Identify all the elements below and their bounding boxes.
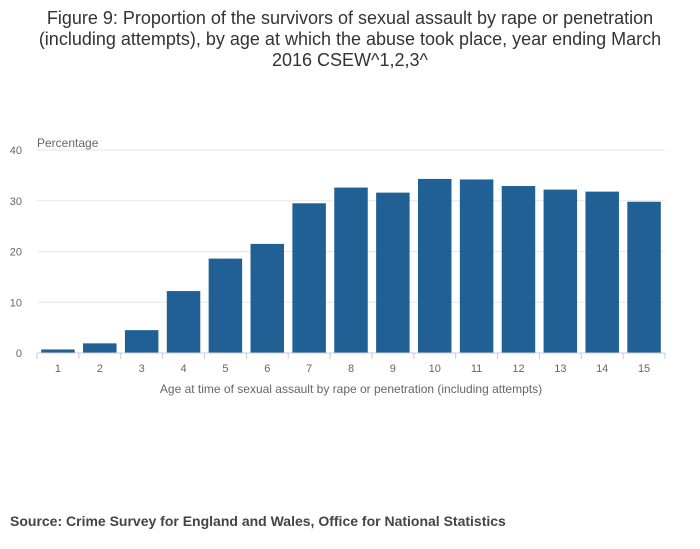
x-tick-label: 15 [638, 363, 650, 375]
x-tick-label: 13 [554, 363, 566, 375]
bar [501, 186, 536, 353]
y-tick-label: 30 [10, 196, 22, 208]
x-tick-label: 3 [139, 363, 145, 375]
bar [585, 191, 619, 353]
bar [376, 192, 410, 353]
bar [292, 203, 326, 353]
x-tick-label: 5 [222, 363, 228, 375]
bar [250, 243, 285, 353]
y-tick-label: 10 [10, 297, 22, 309]
bar [208, 258, 243, 353]
x-tick-label: 10 [429, 363, 441, 375]
x-tick-label: 12 [512, 363, 524, 375]
x-tick-label: 4 [180, 363, 186, 375]
x-tick-label: 2 [97, 363, 103, 375]
y-tick-label: 40 [10, 145, 22, 157]
bar [417, 178, 452, 353]
x-tick-label: 9 [390, 363, 396, 375]
y-axis-label: Percentage [37, 136, 99, 150]
bar [543, 189, 578, 353]
bars [41, 178, 661, 353]
x-axis-label: Age at time of sexual assault by rape or… [160, 382, 542, 396]
x-tick-label: 1 [55, 363, 61, 375]
bar [83, 343, 117, 353]
x-tick-label: 8 [348, 363, 354, 375]
bar [459, 179, 494, 353]
bar [166, 291, 201, 353]
x-tick-label: 6 [264, 363, 270, 375]
x-tick-label: 11 [471, 363, 482, 375]
bar [41, 349, 75, 353]
x-tick-label: 7 [306, 363, 312, 375]
chart-title: Figure 9: Proportion of the survivors of… [38, 8, 662, 70]
y-tick-label: 0 [16, 348, 22, 360]
bar [334, 187, 368, 353]
bar [627, 201, 661, 353]
bar [124, 330, 159, 353]
source-note: Source: Crime Survey for England and Wal… [10, 513, 506, 529]
y-tick-label: 20 [10, 247, 22, 259]
x-tick-label: 14 [596, 363, 608, 375]
